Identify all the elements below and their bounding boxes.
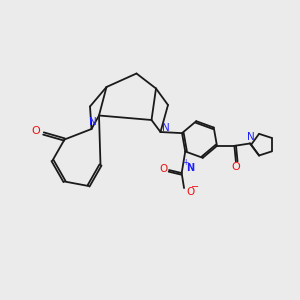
Text: N: N xyxy=(247,132,254,142)
Text: O: O xyxy=(186,187,194,197)
Text: N: N xyxy=(186,163,194,173)
Text: O: O xyxy=(232,163,240,172)
Text: O: O xyxy=(160,164,168,175)
Text: −: − xyxy=(191,182,200,192)
Text: N: N xyxy=(89,117,97,128)
Text: O: O xyxy=(31,125,40,136)
Text: +: + xyxy=(183,158,189,167)
Text: N: N xyxy=(162,123,170,134)
